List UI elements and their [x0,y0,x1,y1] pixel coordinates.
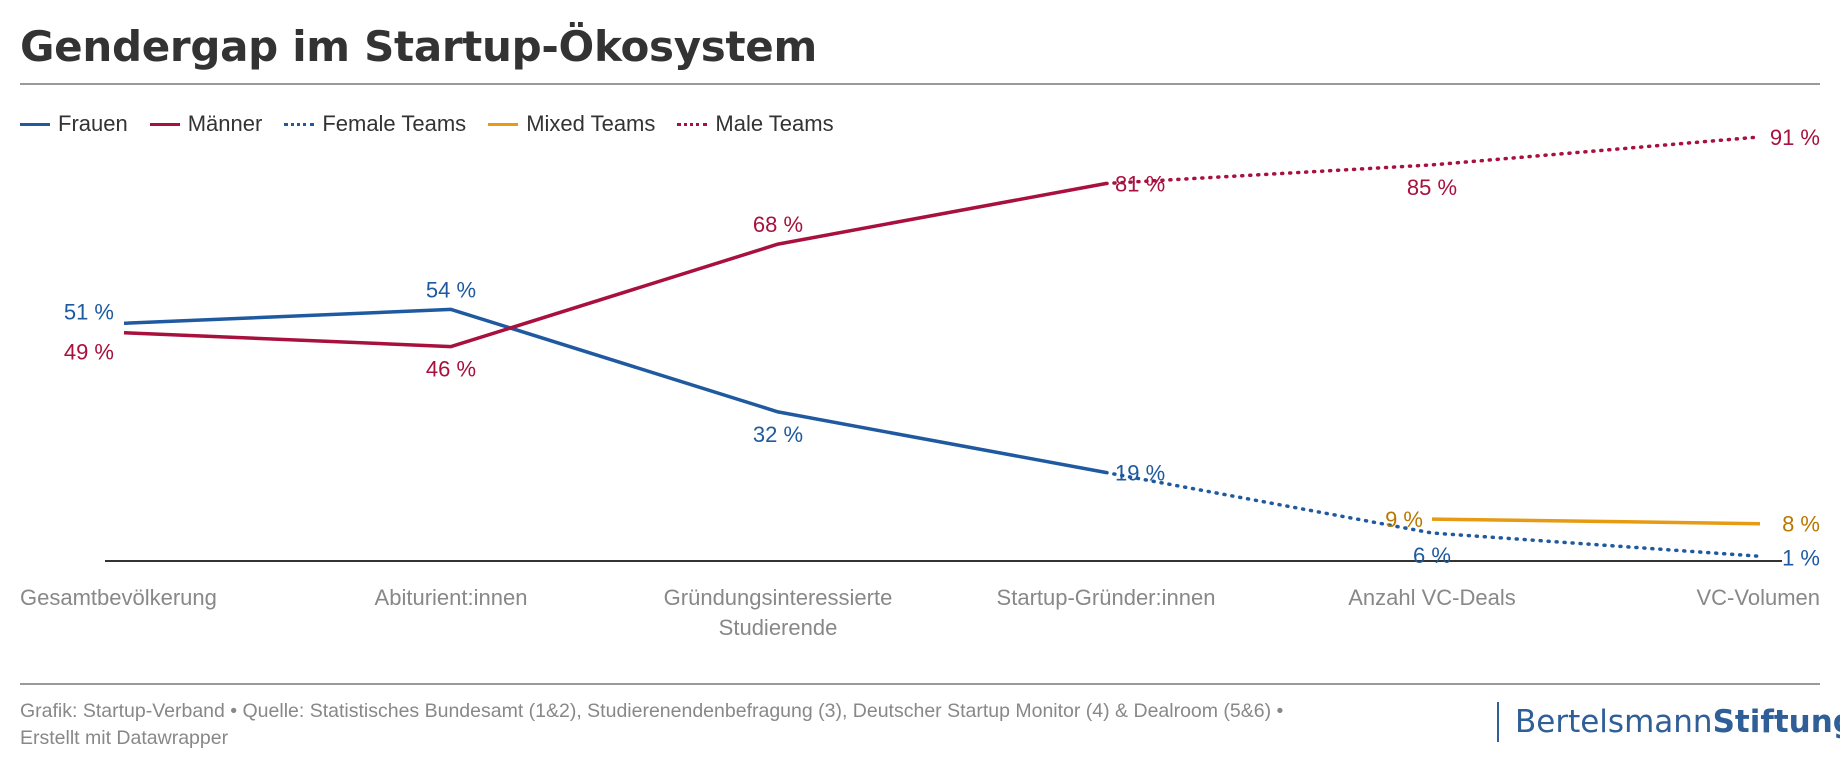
x-tick-label-studierende: Studierende [719,615,838,640]
series-line-mixed-teams [1431,517,1761,526]
legend-item-m-nner: Männer [149,111,263,137]
legend-label: Männer [187,111,263,136]
series-line-frauen [123,307,1107,475]
data-label-m-nner: 46 % [426,357,476,382]
legend-label: Frauen [58,111,128,136]
chart-legend: Frauen Männer Female Teams Mixed Teams Male … [20,111,856,137]
data-label-male-teams: 85 % [1407,175,1457,200]
data-label-frauen: 51 % [64,299,114,324]
chart-title: Gendergap im Startup-Ökosystem [20,22,817,71]
brand-name: Bertelsmann [1515,704,1713,740]
data-label-m-nner: 68 % [753,212,803,237]
legend-label: Female Teams [322,111,467,136]
brand-name-bold: Stiftung [1712,704,1840,740]
x-tick-label-startup-gr-nder-innen: Startup-Gründer:innen [997,585,1216,610]
line-chart: Gesamtbevölkerung Abiturient:innen Gründun… [20,125,1820,640]
title-divider [20,83,1820,85]
legend-swatch [20,122,50,126]
x-tick-label-vc-volumen: VC-Volumen [1696,585,1820,610]
legend-swatch [284,122,315,126]
series-line-male-teams [1104,135,1762,186]
legend-swatch [677,122,708,126]
x-tick-label-anzahl-vc-deals: Anzahl VC-Deals [1348,585,1516,610]
legend-item-male-teams: Male Teams [677,111,834,137]
footer-source: Grafik: Startup-Verband • Quelle: Statis… [20,700,1284,722]
data-label-mixed-teams: 9 % [1385,507,1423,532]
data-label-frauen: 32 % [753,422,803,447]
series-line-female-teams [1104,470,1762,559]
data-label-m-nner: 81 % [1115,172,1165,197]
data-label-mixed-teams: 8 % [1782,512,1820,537]
data-label-female-teams: 6 % [1413,543,1451,568]
data-label-frauen: 19 % [1115,460,1165,485]
footer-notes: Grafik: Startup-Verband • Quelle: Statis… [20,698,1460,752]
footer-credit: Erstellt mit Datawrapper [20,727,229,749]
data-label-male-teams: 91 % [1770,125,1820,150]
legend-label: Mixed Teams [526,111,656,136]
data-label-frauen: 54 % [426,277,476,302]
x-tick-label-gr-ndungsinteressierte: Gründungsinteressierte [664,585,893,610]
legend-swatch [149,122,180,126]
brand-logo: BertelsmannStiftung [1497,702,1840,742]
legend-item-mixed-teams: Mixed Teams [488,111,655,137]
data-label-female-teams: 1 % [1782,545,1820,570]
data-label-m-nner: 49 % [64,340,114,365]
legend-item-female-teams: Female Teams [284,111,466,137]
footer-divider [20,683,1820,685]
series-line-m-nner [123,181,1107,349]
x-tick-label-gesamtbev-lkerung: Gesamtbevölkerung [20,585,217,610]
legend-label: Male Teams [715,111,834,136]
x-tick-label-abiturient-innen: Abiturient:innen [375,585,528,610]
legend-item-frauen: Frauen [20,111,128,137]
legend-swatch [488,122,519,126]
